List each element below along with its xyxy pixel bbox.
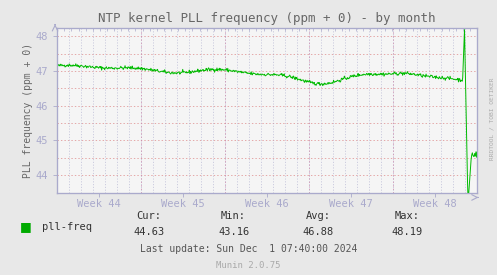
Text: RRDTOOL / TOBI OETIKER: RRDTOOL / TOBI OETIKER xyxy=(490,77,495,160)
Text: Max:: Max: xyxy=(395,211,420,221)
Text: Avg:: Avg: xyxy=(306,211,331,221)
Text: 44.63: 44.63 xyxy=(134,227,165,237)
Text: Last update: Sun Dec  1 07:40:00 2024: Last update: Sun Dec 1 07:40:00 2024 xyxy=(140,244,357,254)
Text: 46.88: 46.88 xyxy=(303,227,333,237)
Title: NTP kernel PLL frequency (ppm + 0) - by month: NTP kernel PLL frequency (ppm + 0) - by … xyxy=(98,12,436,25)
Y-axis label: PLL frequency (ppm + 0): PLL frequency (ppm + 0) xyxy=(23,42,33,178)
Text: pll-freq: pll-freq xyxy=(42,222,92,232)
Text: Munin 2.0.75: Munin 2.0.75 xyxy=(216,261,281,270)
Text: Min:: Min: xyxy=(221,211,246,221)
Text: ■: ■ xyxy=(20,220,32,233)
Text: 43.16: 43.16 xyxy=(218,227,249,237)
Text: 48.19: 48.19 xyxy=(392,227,423,237)
Text: Cur:: Cur: xyxy=(137,211,162,221)
